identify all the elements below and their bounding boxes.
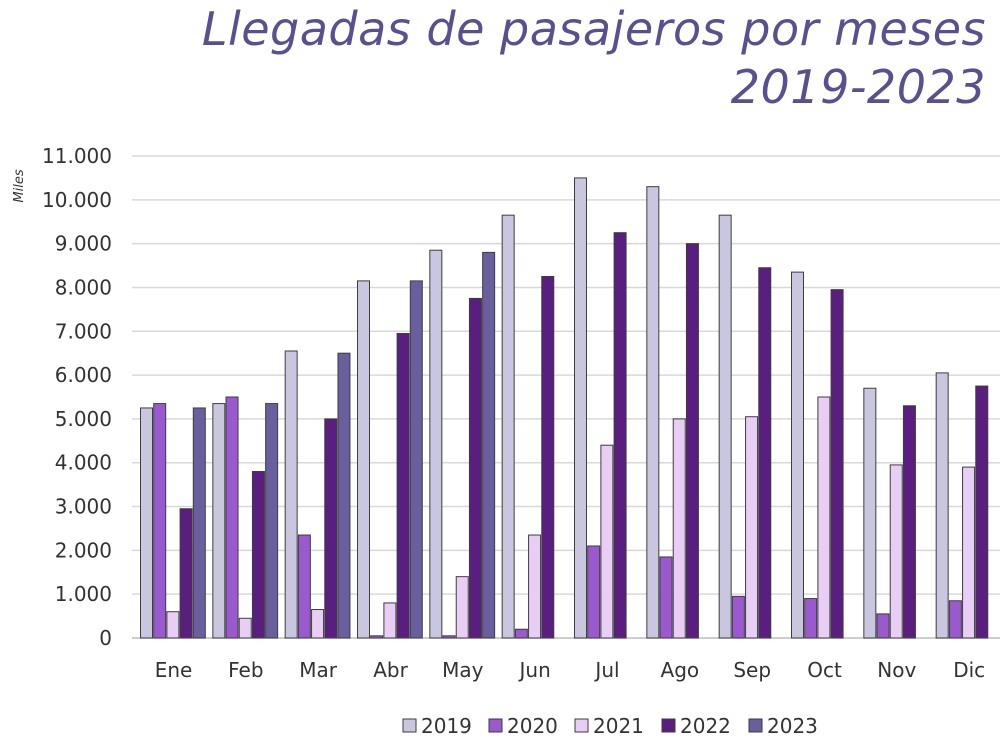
y-tick-label: 8.000: [55, 275, 112, 299]
bar-2021-May: [455, 576, 469, 639]
bar-2022-Dic: [975, 385, 989, 639]
bar-2022-Sep: [758, 267, 772, 639]
bar-2022-Ene: [179, 508, 193, 639]
bar-2021-Mar: [311, 609, 325, 639]
y-axis-ticks: 0 1.000 2.000 3.000 4.000 5.000 6.000 7.000 8.00…: [42, 144, 112, 650]
bar-2023-Feb: [265, 403, 279, 639]
bar-2023-May: [482, 251, 496, 639]
y-tick-label: 10.000: [42, 188, 112, 212]
bar-2020-Nov: [876, 613, 890, 639]
bar-2019-Feb: [212, 403, 226, 639]
bar-2021-Sep: [745, 416, 759, 639]
bar-2021-Feb: [238, 617, 252, 639]
legend-swatch-2023: [748, 718, 763, 733]
bar-2022-May: [468, 297, 482, 639]
y-tick-label: 3.000: [55, 495, 112, 519]
chart-title: Llegadas de pasajeros por meses: [201, 2, 986, 56]
bar-2020-Feb: [225, 396, 239, 639]
y-tick-label: 2.000: [55, 538, 112, 562]
x-tick-label: Sep: [733, 658, 771, 682]
bar-2021-Abr: [383, 602, 397, 639]
y-tick-label: 4.000: [55, 451, 112, 475]
bar-2019-Jun: [501, 214, 515, 639]
bar-2022-Ago: [685, 243, 699, 639]
bar-2021-Dic: [962, 466, 976, 639]
x-tick-label: Jul: [593, 658, 619, 682]
x-tick-label: Feb: [228, 658, 263, 682]
y-tick-label: 11.000: [42, 144, 112, 168]
x-tick-label: Oct: [807, 658, 842, 682]
x-tick-label: Abr: [373, 658, 408, 682]
bar-2020-Ene: [153, 403, 167, 639]
y-tick-label: 1.000: [55, 582, 112, 606]
chart-subtitle: 2019-2023: [730, 60, 986, 114]
x-tick-label: Dic: [953, 658, 985, 682]
bar-2021-Ene: [166, 611, 180, 639]
x-tick-label: Nov: [877, 658, 916, 682]
bar-2020-Abr: [370, 635, 384, 639]
bar-2020-Jun: [514, 628, 528, 639]
bar-2020-Dic: [948, 600, 962, 639]
bar-2022-Mar: [324, 418, 338, 639]
bar-2022-Feb: [251, 470, 265, 639]
bar-2022-Jun: [541, 276, 555, 639]
y-tick-label: 5.000: [55, 407, 112, 431]
bar-2020-Ago: [659, 556, 673, 639]
x-axis-labels: Ene Feb Mar Abr May Jun Jul Ago Sep Oct Nov Dic: [155, 658, 985, 682]
bar-2019-Ago: [646, 186, 660, 639]
x-tick-label: Ene: [155, 658, 193, 682]
bar-2020-Oct: [804, 598, 818, 639]
bar-2023-Mar: [337, 352, 351, 639]
y-tick-label: 9.000: [55, 232, 112, 256]
bar-2019-Dic: [935, 372, 949, 639]
bar-2021-Ago: [672, 418, 686, 639]
bar-2019-Ene: [140, 407, 153, 639]
x-tick-label: Ago: [661, 658, 700, 682]
bar-2020-Sep: [731, 595, 745, 639]
bar-2023-Ene: [192, 407, 206, 639]
legend-label: 2021: [593, 714, 644, 738]
bar-2023-Abr: [409, 280, 423, 639]
legend-label: 2022: [680, 714, 731, 738]
x-tick-label: May: [442, 658, 484, 682]
legend-swatch-2021: [574, 718, 589, 733]
legend-label: 2020: [507, 714, 558, 738]
legend-swatch-2022: [661, 718, 676, 733]
bar-2019-Sep: [718, 214, 732, 639]
legend-label: 2019: [421, 714, 472, 738]
legend-swatch-2019: [402, 718, 417, 733]
bar-2019-Oct: [791, 271, 804, 639]
bar-2020-Mar: [297, 534, 311, 639]
bar-2022-Abr: [396, 332, 410, 639]
bar-2019-May: [429, 249, 443, 639]
bar-2022-Jul: [613, 232, 627, 639]
y-axis-label: Miles: [12, 169, 27, 202]
x-tick-label: Mar: [299, 658, 338, 682]
legend: 2019 2020 2021 2022 2023: [402, 714, 818, 738]
bar-2022-Oct: [830, 289, 844, 639]
bar-2019-Abr: [357, 280, 370, 639]
bar-2019-Mar: [284, 350, 298, 639]
legend-swatch-2020: [488, 718, 503, 733]
y-tick-label: 6.000: [55, 363, 112, 387]
y-tick-label: 0: [99, 626, 112, 650]
bars: [140, 177, 989, 639]
bar-2019-Nov: [863, 387, 877, 639]
bar-2021-Nov: [889, 464, 903, 639]
bar-2021-Oct: [817, 396, 831, 639]
bar-2020-Jul: [587, 545, 601, 639]
x-tick-label: Jun: [518, 658, 551, 682]
legend-label: 2023: [767, 714, 818, 738]
y-tick-label: 7.000: [55, 319, 112, 343]
bar-2021-Jul: [600, 444, 614, 639]
bar-2022-Nov: [902, 405, 916, 639]
bar-2019-Jul: [574, 177, 587, 639]
bar-2020-May: [442, 635, 456, 639]
bar-2021-Jun: [528, 534, 542, 639]
